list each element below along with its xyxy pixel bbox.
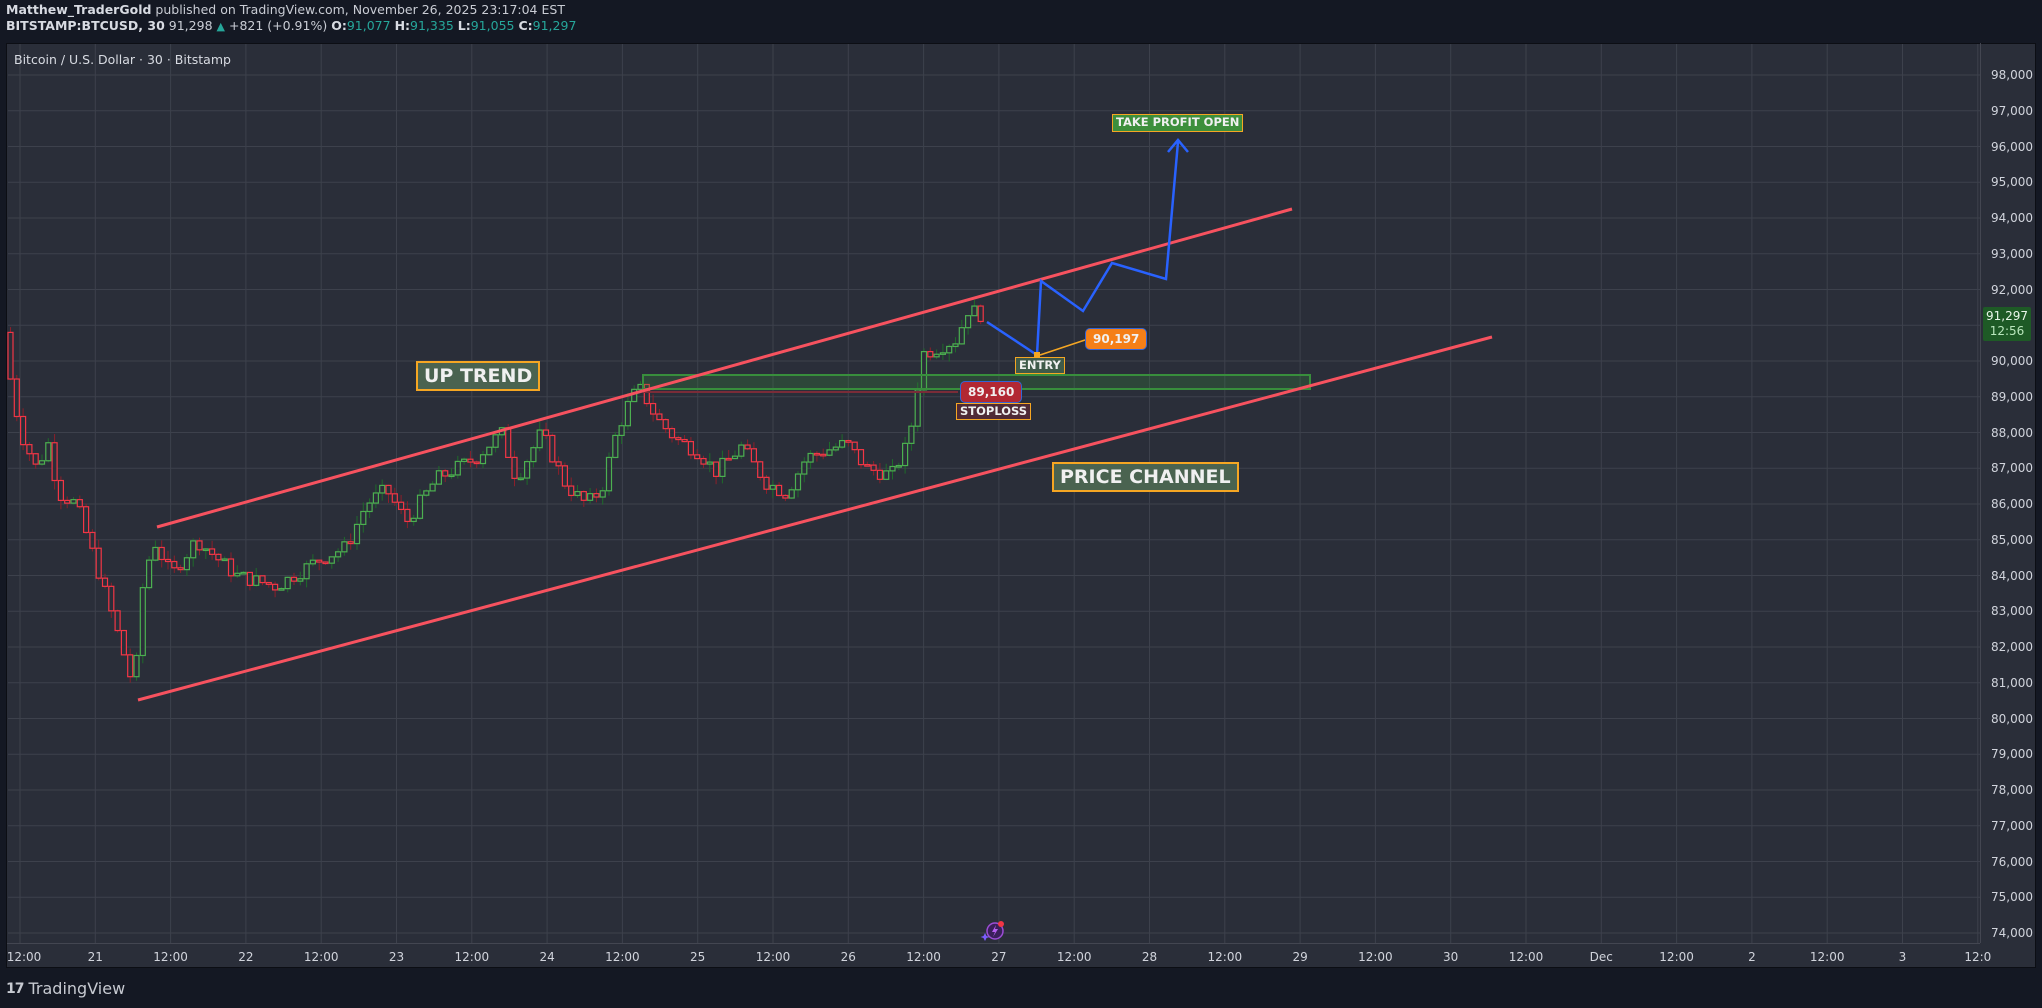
time-tick-label: 12:00: [1508, 950, 1544, 964]
time-tick-label: 12:00: [1659, 950, 1694, 964]
time-tick-label: 12:00: [1358, 950, 1393, 964]
close-value: 91,297: [532, 18, 577, 33]
high-value: 91,335: [410, 18, 454, 33]
time-tick-label: 27: [991, 950, 1007, 964]
price-tick-label: 88,000: [1991, 425, 2033, 440]
price-tick-label: 98,000: [1991, 68, 2033, 82]
price-tick-label: 85,000: [1991, 532, 2033, 547]
time-tick-label: 25: [690, 950, 706, 964]
price-tick-label: 81,000: [1991, 675, 2033, 690]
time-tick-label: Dec: [1589, 950, 1613, 964]
price-tick-label: 83,000: [1991, 604, 2033, 619]
author-name[interactable]: Matthew_TraderGold: [6, 2, 152, 17]
low-label: L:: [457, 18, 471, 33]
time-tick-label: 3: [1898, 950, 1907, 964]
tradingview-wordmark: TradingView: [28, 979, 126, 998]
price-tick-label: 92,000: [1991, 282, 2033, 297]
time-tick-label: 12:00: [153, 950, 188, 964]
candlesticks: [7, 299, 984, 683]
price-tick-label: 79,000: [1991, 747, 2033, 762]
price-tick-label: 95,000: [1991, 175, 2033, 190]
time-tick-label: 12:00: [755, 950, 791, 964]
price-tick-label: 82,000: [1991, 640, 2033, 654]
price-tick-label: 77,000: [1991, 818, 2033, 833]
stoploss-label[interactable]: STOPLOSS: [956, 403, 1032, 420]
time-tick-label: 23: [388, 950, 405, 964]
time-tick-label: 29: [1292, 950, 1308, 964]
take-profit-arrowhead-icon: [1167, 138, 1189, 153]
time-tick-label: 12:0: [1964, 950, 1992, 964]
time-tick-label: 30: [1443, 950, 1459, 964]
time-tick-label: 28: [1141, 950, 1158, 964]
time-tick-label: 12:00: [1207, 950, 1243, 964]
open-label: O:: [331, 18, 347, 33]
entry-label[interactable]: ENTRY: [1015, 357, 1065, 374]
price-tick-label: 90,000: [1991, 354, 2033, 368]
entry-point-marker: [1034, 352, 1040, 358]
time-tick-label: 12:00: [1809, 950, 1845, 964]
time-tick-label: 12:00: [6, 950, 42, 964]
price-tick-label: 78,000: [1991, 783, 2033, 797]
price-tick-label: 86,000: [1991, 497, 2033, 511]
close-label: C:: [518, 18, 533, 33]
price-tick-label: 89,000: [1991, 389, 2033, 404]
open-value: 91,077: [346, 18, 391, 33]
stoploss-price-badge[interactable]: 89,160: [960, 381, 1023, 403]
price-change: +821 (+0.91%): [228, 18, 328, 33]
chart-grid: [8, 44, 1980, 943]
price-tick-label: 74,000: [1991, 926, 2033, 940]
time-tick-label: 12:00: [303, 950, 339, 964]
tradingview-mark-icon: 17: [6, 980, 25, 997]
author-line: Matthew_TraderGold published on TradingV…: [6, 2, 576, 18]
price-axis[interactable]: 98,000 97,000 96,000 95,000 94,000 93,000 92,0…: [1980, 43, 2037, 943]
chart-symbol-title: Bitcoin / U.S. Dollar · 30 · Bitstamp: [14, 52, 231, 67]
entry-price-badge[interactable]: 90,197: [1085, 328, 1148, 350]
lightning-alert-icon[interactable]: [980, 919, 1006, 943]
time-tick-label: 21: [87, 950, 103, 964]
price-tick-label: 96,000: [1991, 139, 2033, 154]
price-tick-label: 76,000: [1991, 854, 2033, 869]
high-label: H:: [394, 18, 411, 33]
channel-lower-line[interactable]: [137, 335, 1493, 702]
up-trend-label[interactable]: UP TREND: [416, 361, 541, 391]
symbol-line: BITSTAMP:BTCUSD, 30 91,298 ▲ +821 (+0.91…: [6, 18, 576, 35]
up-arrow-icon: ▲: [216, 20, 225, 33]
published-text: published on TradingView.com, November 2…: [155, 2, 565, 17]
publication-header: Matthew_TraderGold published on TradingV…: [6, 2, 576, 35]
last-price: 91,298: [168, 18, 213, 33]
price-channel-label[interactable]: PRICE CHANNEL: [1052, 462, 1239, 492]
time-tick-label: 24: [539, 950, 555, 964]
channel-upper-line[interactable]: [156, 207, 1293, 529]
time-tick-label: 22: [238, 950, 254, 964]
tradingview-logo[interactable]: 17 TradingView: [6, 979, 125, 998]
last-price-tag: 91,297 12:56: [1983, 307, 2031, 341]
price-tick-label: 75,000: [1991, 890, 2033, 905]
time-tick-label: 12:00: [454, 950, 490, 964]
time-tick-label: 12:00: [906, 950, 941, 964]
time-tick-label: 12:00: [605, 950, 640, 964]
low-value: 91,055: [470, 18, 515, 33]
time-tick-label: 26: [840, 950, 856, 964]
time-axis[interactable]: 12:00 21 12:00 22 12:00 23 12:00 24 12:00 25 12:00…: [6, 943, 1991, 968]
chart-pane[interactable]: [6, 43, 2036, 968]
price-tick-label: 80,000: [1991, 711, 2033, 726]
price-tick-label: 84,000: [1991, 568, 2033, 583]
time-tick-label: 2: [1748, 950, 1756, 964]
price-tick-label: 94,000: [1991, 211, 2033, 225]
price-tick-label: 97,000: [1991, 103, 2033, 118]
bar-countdown: 12:56: [1989, 324, 2025, 338]
entry-connector-line: [1039, 338, 1089, 356]
price-tick-label: 87,000: [1991, 461, 2033, 476]
take-profit-label[interactable]: TAKE PROFIT OPEN: [1112, 114, 1244, 132]
last-price-value: 91,297: [1986, 309, 2028, 323]
symbol-ticker: BITSTAMP:BTCUSD, 30: [6, 18, 165, 33]
time-tick-label: 12:00: [1056, 950, 1092, 964]
price-tick-label: 93,000: [1991, 246, 2033, 261]
